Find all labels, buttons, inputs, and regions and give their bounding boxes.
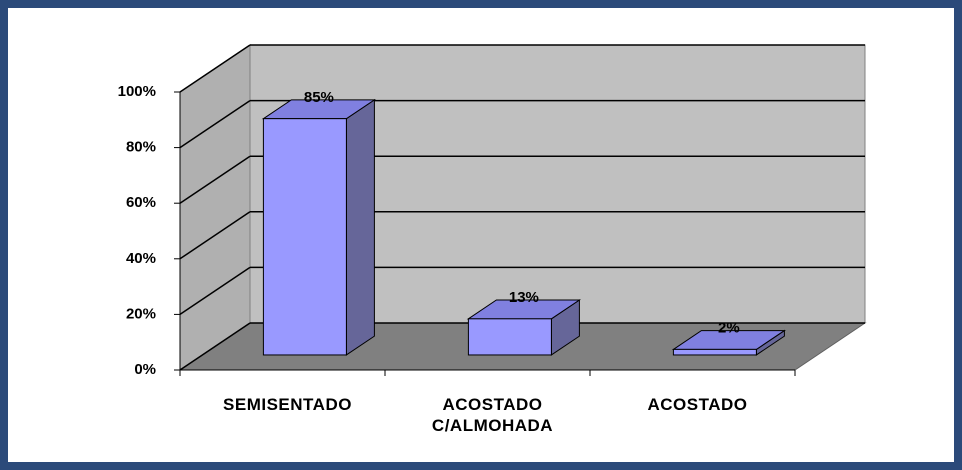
y-tick-label: 60% [126, 194, 156, 211]
grid-line [179, 266, 251, 316]
bar [467, 318, 552, 356]
grid-line [179, 211, 251, 260]
y-tick-label: 0% [134, 361, 156, 378]
x-tick-label: SEMISENTADO [223, 395, 352, 414]
y-tick-label: 40% [126, 250, 156, 267]
side-wall [179, 44, 251, 371]
bar-side [345, 98, 375, 356]
x-tick-label: ACOSTADO C/ALMOHADA [431, 395, 554, 435]
value-label: 85% [304, 89, 334, 106]
y-tick-label: 20% [126, 305, 156, 322]
grid-line [179, 155, 251, 204]
x-tick-label: ACOSTADO [647, 395, 748, 414]
y-tick-label: 100% [118, 83, 156, 100]
bar [672, 348, 757, 356]
bar [262, 118, 347, 356]
grid-line [179, 99, 251, 149]
value-label: 13% [509, 289, 539, 306]
y-tick-label: 80% [126, 139, 156, 156]
value-label: 2% [718, 320, 740, 337]
grid-line [179, 322, 251, 371]
grid-line [179, 44, 251, 93]
